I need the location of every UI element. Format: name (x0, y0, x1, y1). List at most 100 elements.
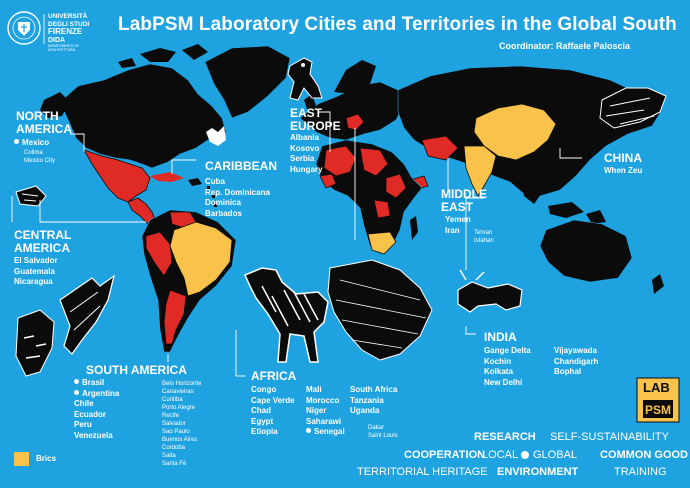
scandinavia-shape (334, 60, 376, 94)
north-america-shape (59, 63, 227, 169)
india-list-2: Vijayawada Chandigarh Bophal (554, 346, 598, 378)
local-global-dot-icon (521, 451, 529, 459)
selected-dot-icon (306, 428, 311, 433)
city-buenos-aires: Buenos Aires (162, 437, 198, 443)
north-africa-red-shape (323, 145, 389, 177)
coordinator-text: Coordinator: Raffaele Paloscia (499, 41, 631, 51)
peru-shape (145, 231, 173, 277)
country-argentina: Argentina (74, 389, 119, 400)
city-colima: Colima (24, 149, 43, 156)
keyword-territorial-heritage: TERRITORIAL HERITAGE (357, 466, 488, 478)
india-list-1: Gange Delta Kochin Kolkata New Delhi (484, 346, 531, 388)
west-africa-red-shape (319, 173, 337, 189)
country-uganda: Uganda (350, 406, 380, 415)
brics-legend-swatch (14, 452, 29, 466)
east-europe-title: EAST EUROPE (290, 107, 341, 133)
city-tehran: Tehran (474, 230, 493, 236)
dept-subtitle: DIPARTIMENTO DI ARCHITETTURA (48, 44, 79, 52)
university-line-1: UNIVERSITÀ (48, 13, 88, 20)
central-america-list: El Salvador Guatemala Nicaragua (14, 256, 58, 288)
east-europe-shape (345, 113, 365, 131)
selected-dot-icon (74, 379, 79, 384)
city-gange-delta: Gange Delta (484, 346, 531, 355)
country-el-salvador: El Salvador (14, 256, 58, 265)
city-porto-alegre: Porto Alegre (162, 405, 196, 411)
university-crest-icon (7, 11, 41, 45)
city-vijayawada: Vijayawada (554, 346, 597, 355)
central-america-title-line-2: AMERICA (14, 241, 70, 255)
senegal-cities: Dakar Saint Louis (368, 424, 398, 440)
country-guatemala: Guatemala (14, 266, 55, 276)
skull-mask-icon (15, 309, 55, 377)
country-etiopia: Etiopia (251, 427, 278, 436)
alaska-shape (40, 92, 70, 118)
city-belo-horizonte: Belo Horizonte (162, 381, 202, 387)
country-south-africa: South Africa (350, 385, 398, 394)
university-name: UNIVERSITÀ DEGLI STUDI FIRENZE DIDA DIPA… (48, 13, 96, 52)
city-canavieiras: Canavieiras (162, 389, 194, 395)
country-dominican-republic: Rep. Dominicana (205, 187, 270, 197)
india-title: INDIA (484, 330, 517, 344)
country-mali: Mali (306, 385, 322, 394)
city-curitiba: Curitiba (162, 397, 183, 403)
country-peru: Peru (74, 420, 92, 429)
china-shape (473, 103, 557, 161)
keyword-environment: ENVIRONMENT (497, 466, 579, 478)
africa-title: AFRICA (251, 369, 297, 383)
cow-icon (457, 269, 523, 313)
country-brasil: Brasil (74, 378, 119, 389)
iran-cities: Tehran Isfahan (474, 229, 494, 245)
east-europe-list: Albania Kosovo Serbia Hungary (290, 133, 322, 175)
city-salta: Salta (162, 453, 176, 459)
arctic-islands-shape (118, 44, 208, 68)
keyword-self-sustainability: SELF-SUSTAINABILITY (550, 431, 669, 443)
country-nicaragua: Nicaragua (14, 277, 53, 286)
city-sao-paulo: Sao Paulo (162, 429, 190, 435)
country-tanzania: Tanzania (350, 395, 384, 405)
connector-lines (11, 111, 582, 377)
country-egypt: Egypt (251, 416, 274, 426)
country-yemen: Yemen (445, 215, 471, 224)
middle-east-title: MIDDLE EAST (441, 188, 487, 214)
country-venezuela: Venezuela (74, 430, 113, 440)
lab-logo-top: LAB (643, 380, 670, 395)
keyword-common-good: COMMON GOOD (600, 449, 688, 461)
city-bophal: Bophal (554, 367, 582, 376)
east-africa-red-shape (373, 173, 407, 219)
east-europe-title-line-1: EAST (290, 106, 323, 120)
city-new-delhi: New Delhi (484, 377, 523, 387)
africa-pattern-icon (327, 259, 433, 361)
new-zealand-shape (652, 274, 664, 294)
city-saint-louis: Saint Louis (368, 433, 398, 439)
brics-legend-label: Brics (36, 454, 57, 463)
country-senegal: Senegal (306, 427, 345, 438)
university-line-3: FIRENZE (48, 27, 83, 36)
cuba-shape (150, 172, 184, 182)
dog-icon (287, 57, 323, 101)
keyword-training: TRAINING (614, 466, 667, 478)
city-kolkata: Kolkata (484, 367, 513, 376)
country-hungary: Hungary (290, 164, 323, 174)
zebra-icon (243, 267, 329, 363)
university-line-2: DEGLI STUDI (48, 20, 90, 28)
africa-list-2: Mali Morocco Niger Saharawi Senegal (306, 385, 345, 438)
keyword-research: RESEARCH (474, 431, 536, 443)
country-saharawi: Saharawi (306, 416, 342, 426)
caribbean-list: Cuba Rep. Dominicana Dominica Barbados (205, 177, 270, 219)
middle-east-list: Yemen Iran (445, 215, 471, 236)
star-icon (206, 126, 226, 146)
city-kochin: Kochin (484, 356, 512, 366)
antilles-dots (207, 186, 217, 207)
north-america-title-line-2: AMERICA (16, 122, 72, 136)
country-cuba: Cuba (205, 177, 225, 186)
south-america-title: SOUTH AMERICA (86, 363, 187, 377)
country-dominica: Dominica (205, 198, 242, 207)
mexico-shape (83, 149, 151, 203)
india-shape (463, 145, 497, 197)
south-africa-shape (367, 231, 397, 255)
country-morocco: Morocco (306, 395, 340, 405)
caribbean-fish-icon (15, 185, 47, 207)
china-city: When Zeu (604, 166, 643, 175)
